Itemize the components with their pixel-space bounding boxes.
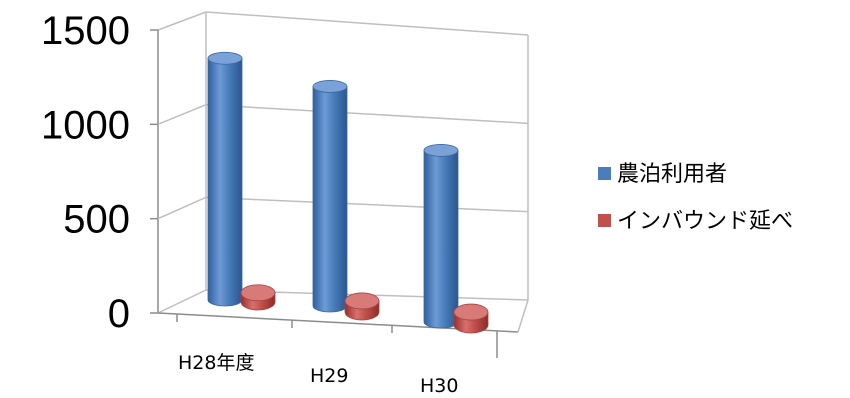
gridlines [150, 29, 529, 314]
y-tick-label: 500 [63, 198, 130, 242]
y-tick-label: 0 [108, 292, 130, 336]
y-tick-label: 1500 [41, 9, 130, 53]
legend-label-series-2: インバウンド延べ [617, 209, 793, 234]
bar-top [423, 144, 459, 157]
y-axis-ticks: 0 500 1000 1500 [41, 9, 130, 336]
bar-series-1 [312, 80, 348, 313]
bars [207, 51, 489, 334]
bar-series-2 [453, 303, 489, 334]
bar-top [344, 292, 380, 310]
floor-side-edge [157, 289, 207, 314]
legend-label-series-1: 農泊利用者 [617, 162, 727, 187]
bar-top [453, 303, 489, 321]
gridline [205, 196, 529, 213]
bar-body [423, 150, 459, 329]
legend-swatch-series-2 [598, 214, 611, 227]
x-tick-label: H30 [420, 375, 458, 397]
legend-swatch-series-1 [598, 167, 611, 180]
legend: 農泊利用者 インバウンド延べ [598, 162, 793, 234]
back-wall-top-edge [205, 11, 529, 36]
bar-top [312, 80, 348, 93]
bar-body [207, 57, 243, 307]
bar-series-1 [423, 144, 459, 329]
bar-series-1 [207, 51, 243, 307]
bar-series-2 [344, 292, 380, 321]
bar-body [312, 86, 348, 313]
gridline [205, 103, 529, 125]
x-tick-label: H29 [310, 365, 348, 387]
side-wall-top-edge [157, 11, 207, 31]
bar-top [240, 284, 276, 302]
y-tick-label: 1000 [41, 103, 130, 147]
x-axis-ticks: H28年度 H29 H30 [178, 352, 458, 397]
gridline [157, 196, 207, 220]
bar-series-2 [240, 284, 276, 311]
x-tick-label: H28年度 [178, 352, 254, 374]
bar-top [207, 51, 243, 65]
floor-right-edge [517, 299, 529, 333]
gridline [157, 103, 207, 126]
